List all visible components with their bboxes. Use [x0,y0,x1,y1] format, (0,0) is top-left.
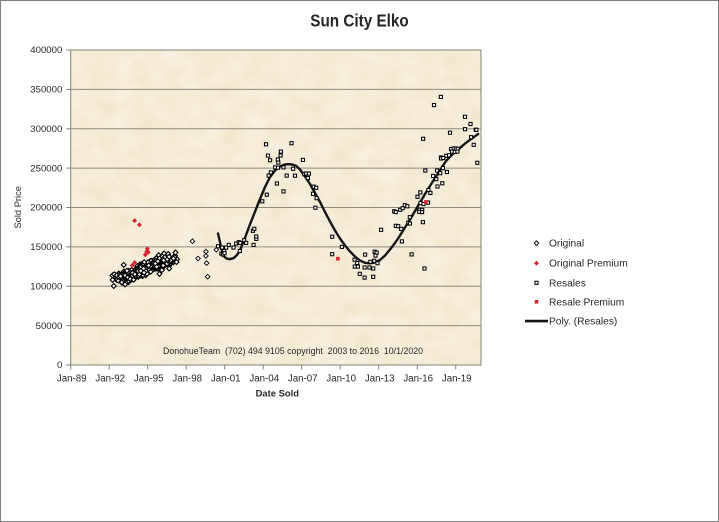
svg-text:Jan-10: Jan-10 [326,374,356,385]
svg-text:Jan-04: Jan-04 [249,374,279,385]
svg-text:400000: 400000 [30,45,62,56]
svg-text:Jan-95: Jan-95 [134,374,164,385]
svg-text:Sun City Elko: Sun City Elko [310,10,409,30]
svg-text:Date Sold: Date Sold [256,388,300,399]
svg-text:Original: Original [549,239,584,250]
svg-text:DonohueTeam (702) 494 9105 co: DonohueTeam (702) 494 9105 copyright 200… [163,346,423,356]
svg-text:350000: 350000 [30,85,62,96]
svg-text:0: 0 [57,360,62,371]
svg-text:Jan-92: Jan-92 [95,374,125,385]
svg-text:Jan-13: Jan-13 [365,374,395,385]
svg-text:150000: 150000 [30,242,62,253]
svg-text:50000: 50000 [36,321,63,332]
svg-text:Resale Premium: Resale Premium [549,297,624,308]
svg-text:Jan-19: Jan-19 [442,374,472,385]
svg-text:Jan-07: Jan-07 [288,374,318,385]
svg-text:Poly. (Resales): Poly. (Resales) [549,317,617,328]
svg-text:Resales: Resales [549,278,586,289]
svg-text:200000: 200000 [30,203,62,214]
svg-text:Jan-89: Jan-89 [57,374,87,385]
svg-text:Original Premium: Original Premium [549,259,628,270]
svg-text:Sold Price: Sold Price [12,186,23,229]
svg-text:Jan-16: Jan-16 [403,374,433,385]
svg-text:250000: 250000 [30,163,62,174]
svg-text:300000: 300000 [30,124,62,135]
svg-text:Jan-01: Jan-01 [211,374,241,385]
svg-text:100000: 100000 [30,281,62,292]
svg-text:Jan-98: Jan-98 [172,374,202,385]
